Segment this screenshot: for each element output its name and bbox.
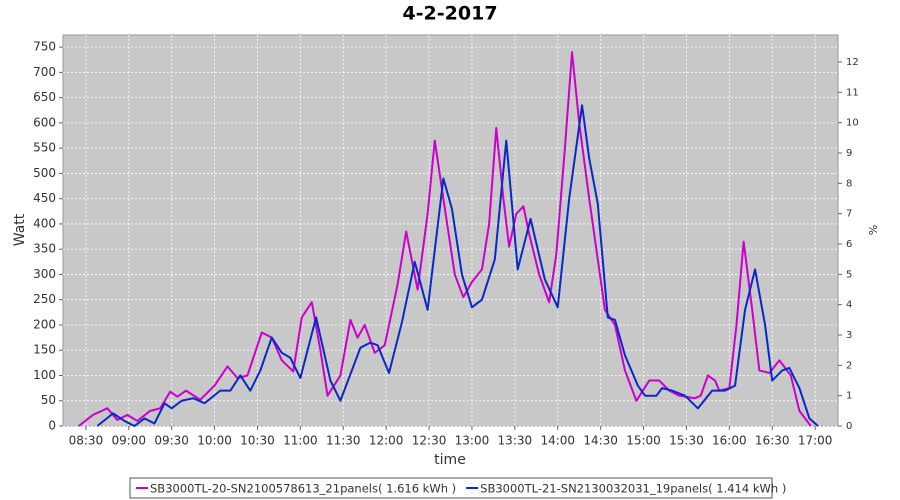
x-tick-label: 16:00 <box>712 434 747 448</box>
y-tick-label: 200 <box>33 317 56 331</box>
y2-tick-label: 12 <box>846 57 859 68</box>
y-tick-label: 100 <box>33 368 56 382</box>
y-tick-label: 250 <box>33 292 56 306</box>
x-tick-label: 09:00 <box>111 434 146 448</box>
y2-tick-label: 3 <box>846 330 852 341</box>
y2-tick-label: 7 <box>846 209 852 220</box>
y-tick-label: 0 <box>48 419 56 433</box>
x-tick-label: 12:00 <box>369 434 404 448</box>
y2-tick-label: 10 <box>846 118 859 129</box>
legend-label: SB3000TL-20-SN2100578613_21panels( 1.616… <box>150 482 456 496</box>
y2-tick-label: 8 <box>846 178 852 189</box>
x-axis-title: time <box>434 452 466 468</box>
y-tick-label: 350 <box>33 242 56 256</box>
x-tick-label: 17:00 <box>798 434 833 448</box>
y-tick-label: 300 <box>33 267 56 281</box>
x-tick-label: 16:30 <box>755 434 790 448</box>
y2-tick-label: 9 <box>846 148 852 159</box>
x-tick-label: 11:00 <box>283 434 318 448</box>
plot-area <box>62 34 839 427</box>
y2-tick-label: 5 <box>846 269 852 280</box>
x-tick-label: 08:30 <box>69 434 104 448</box>
x-tick-label: 15:00 <box>626 434 661 448</box>
series-line <box>78 51 812 427</box>
y-tick-label: 450 <box>33 191 56 205</box>
y2-tick-label: 1 <box>846 391 852 402</box>
y-axis-title: Watt <box>12 213 28 246</box>
x-tick-label: 14:00 <box>540 434 575 448</box>
x-tick-label: 13:00 <box>455 434 490 448</box>
x-tick-label: 14:30 <box>583 434 618 448</box>
legend <box>129 477 773 499</box>
x-tick-label: 09:30 <box>154 434 189 448</box>
y2-tick-label: 4 <box>846 300 852 311</box>
legend-label: SB3000TL-21-SN2130032031_19panels( 1.414… <box>480 482 786 496</box>
y2-tick-label: 11 <box>846 87 859 98</box>
series-line <box>96 104 819 427</box>
y2-axis-title: % <box>866 225 879 235</box>
y2-tick-label: 6 <box>846 239 852 250</box>
x-tick-label: 13:30 <box>498 434 533 448</box>
x-tick-label: 15:30 <box>669 434 704 448</box>
y-tick-label: 750 <box>33 40 56 54</box>
chart-title: 4-2-2017 <box>402 3 497 25</box>
x-tick-label: 11:30 <box>326 434 361 448</box>
y-tick-label: 650 <box>33 90 56 104</box>
y2-tick-label: 0 <box>846 421 852 432</box>
y-tick-label: 600 <box>33 115 56 129</box>
y-tick-label: 700 <box>33 65 56 79</box>
y-tick-label: 50 <box>41 393 56 407</box>
x-tick-label: 10:00 <box>197 434 232 448</box>
x-tick-label: 12:30 <box>412 434 447 448</box>
y2-tick-label: 2 <box>846 360 852 371</box>
y-tick-label: 500 <box>33 166 56 180</box>
y-tick-label: 400 <box>33 216 56 230</box>
y-tick-label: 150 <box>33 343 56 357</box>
x-tick-label: 10:30 <box>240 434 275 448</box>
y-tick-label: 550 <box>33 141 56 155</box>
